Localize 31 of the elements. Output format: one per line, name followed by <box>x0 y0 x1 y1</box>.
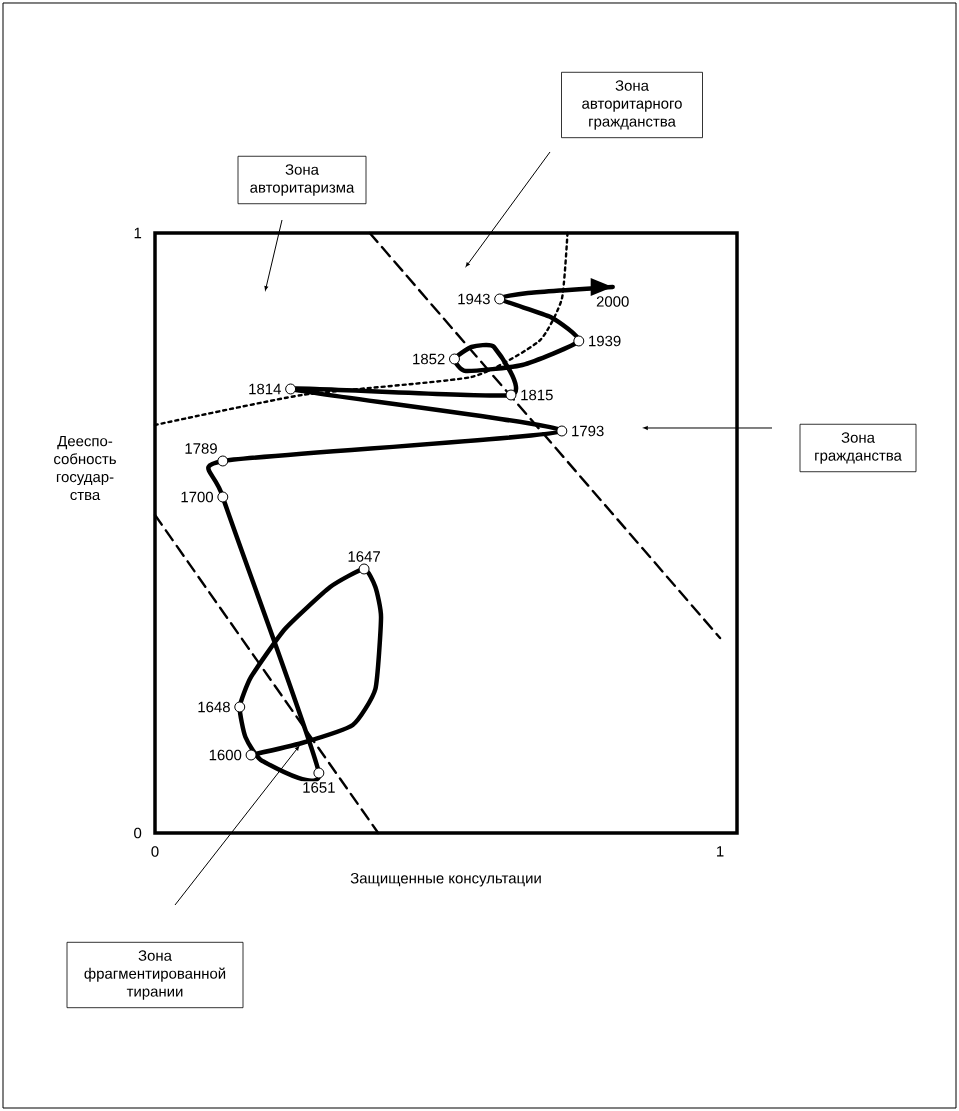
annotation: 1939 <box>589 335 621 347</box>
annotation: 1648 <box>198 701 230 713</box>
annotation: 1793 <box>572 425 604 437</box>
annotation: 1700 <box>181 491 214 503</box>
annotation: 1647 <box>348 551 380 562</box>
point <box>573 335 585 347</box>
text: Зона авторитарного гражданства <box>582 80 682 130</box>
text: Зона авторитаризма <box>250 164 355 196</box>
point <box>494 293 506 305</box>
point <box>245 749 257 761</box>
point <box>313 767 325 779</box>
point <box>505 389 517 401</box>
text: Зона гражданства <box>815 432 902 464</box>
point <box>234 701 246 713</box>
point <box>556 425 568 437</box>
annotation: 1814 <box>249 383 281 395</box>
annotation: 1789 <box>185 443 217 454</box>
annotation: 1600 <box>209 749 242 761</box>
point <box>217 455 229 467</box>
x-axis-title: Защищенные консультации <box>350 872 541 887</box>
point <box>358 563 370 575</box>
point <box>449 353 460 365</box>
annotation: 1651 <box>303 782 335 793</box>
annotation: 2000 <box>596 296 629 307</box>
annotation: 1852 <box>413 353 445 365</box>
y-axis-title: Дееспо- собность государ- ства <box>54 435 116 501</box>
point <box>285 383 297 395</box>
point <box>217 491 229 503</box>
text: Зона фрагментированной тирании <box>84 950 226 1000</box>
annotation: 1943 <box>458 293 490 305</box>
annotation: 1815 <box>521 389 553 401</box>
